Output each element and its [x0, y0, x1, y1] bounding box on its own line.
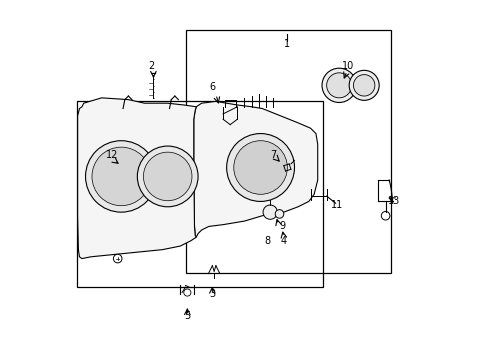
Text: 12: 12: [106, 150, 118, 160]
Text: 7: 7: [269, 150, 276, 160]
Text: 6: 6: [209, 82, 215, 92]
Circle shape: [263, 205, 277, 219]
Text: 9: 9: [278, 221, 285, 231]
Circle shape: [137, 146, 198, 207]
Text: 10: 10: [341, 61, 353, 71]
Circle shape: [348, 70, 378, 100]
Circle shape: [322, 68, 356, 103]
Text: 1: 1: [284, 39, 290, 49]
Text: 8: 8: [264, 236, 270, 246]
Circle shape: [85, 141, 157, 212]
Text: 5: 5: [184, 311, 190, 321]
Circle shape: [92, 147, 150, 206]
Text: 2: 2: [148, 61, 154, 71]
Bar: [185, 30, 390, 273]
Circle shape: [275, 210, 283, 218]
Text: 13: 13: [387, 197, 400, 206]
Text: 3: 3: [209, 289, 215, 299]
PathPatch shape: [78, 98, 196, 258]
Circle shape: [233, 141, 287, 194]
Circle shape: [326, 73, 351, 98]
Circle shape: [183, 289, 190, 296]
Circle shape: [143, 152, 192, 201]
Circle shape: [381, 211, 389, 220]
Circle shape: [353, 75, 374, 96]
Text: 11: 11: [330, 200, 343, 210]
PathPatch shape: [193, 102, 317, 237]
Circle shape: [113, 254, 122, 263]
Circle shape: [226, 134, 294, 202]
Text: 4: 4: [280, 236, 286, 246]
Bar: [77, 102, 323, 287]
